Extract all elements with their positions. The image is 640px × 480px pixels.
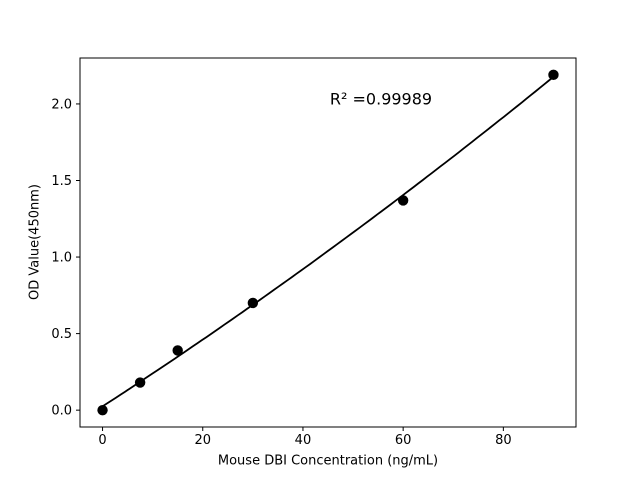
x-axis-tick-label: 80 — [495, 433, 512, 448]
y-axis-tick-label: 0.0 — [51, 404, 72, 419]
data-point-marker — [134, 377, 146, 388]
data-point-marker — [172, 345, 183, 356]
data-point-marker — [247, 297, 259, 309]
x-axis-tick-label: 0 — [98, 433, 106, 448]
y-axis-tick-label: 2.0 — [51, 97, 72, 112]
y-axis-tick-label: 0.5 — [51, 327, 72, 342]
data-point-marker — [397, 195, 409, 206]
r-squared-annotation: R² =0.99989 — [329, 89, 433, 109]
x-axis-tick-label: 40 — [295, 433, 312, 448]
x-axis-tick-label: 60 — [395, 433, 412, 448]
y-axis-tick-label: 1.0 — [51, 251, 72, 266]
data-point-marker — [548, 69, 559, 81]
data-point-marker — [97, 404, 108, 416]
fit-line — [102, 76, 555, 408]
y-axis-title: OD Value(450nm) — [27, 184, 43, 300]
x-axis-title: Mouse DBI Concentration (ng/mL) — [217, 453, 439, 469]
x-axis-tick-label: 20 — [194, 433, 211, 448]
plot-border — [79, 57, 577, 428]
y-axis-tick-label: 1.5 — [51, 174, 72, 189]
